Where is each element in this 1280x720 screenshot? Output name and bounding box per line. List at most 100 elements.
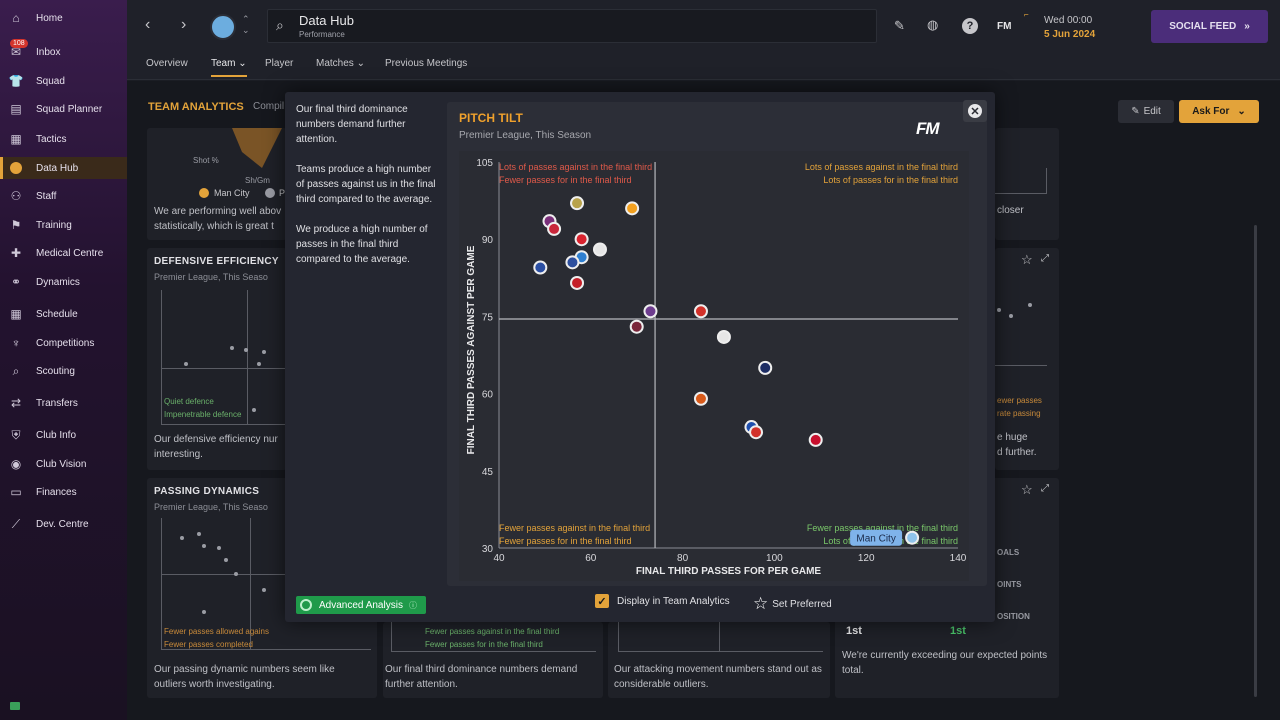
sidebar-item-label: Finances [36, 486, 77, 498]
set-preferred-label: Set Preferred [772, 598, 832, 610]
status-indicator-icon [10, 702, 20, 710]
quadrant-label: Fewer passes for in the final third [425, 640, 543, 649]
chart-subtitle: Premier League, This Season [459, 130, 592, 141]
card-text: Our final third dominance numbers demand… [385, 664, 578, 690]
club-vision-icon: ◉ [10, 457, 22, 471]
card-right-mid: ☆ ⤢ ewer passes rate passing e huge d fu… [995, 248, 1059, 470]
medical-icon: ✚ [10, 246, 22, 260]
mini-chart [618, 622, 823, 652]
card-text: Our attacking movement numbers stand out… [614, 664, 822, 690]
stat-label: OINTS [997, 580, 1022, 589]
card-right-top: closer [995, 128, 1059, 240]
sidebar-item-finances[interactable]: ▭ Finances [0, 481, 127, 503]
sidebar-item-transfers[interactable]: ⇄ Transfers [0, 392, 127, 414]
page-title: Data Hub [299, 13, 354, 28]
sidebar-item-label: Tactics [36, 133, 67, 145]
sidebar-item-competitions[interactable]: ♆ Competitions [0, 332, 127, 354]
fm-menu-icon[interactable]: FM [997, 21, 1012, 32]
legend-label: P [279, 188, 286, 198]
sidebar-item-dev-centre[interactable]: ⟋ Dev. Centre [0, 513, 127, 535]
sidebar-item-inbox[interactable]: ✉ 108 Inbox [0, 39, 127, 63]
star-icon: ☆ [753, 594, 769, 613]
description-paragraph: Teams produce a high number of passes ag… [296, 164, 436, 205]
sidebar-item-training[interactable]: ⚑ Training [0, 214, 127, 236]
tab-overview[interactable]: Overview [146, 58, 188, 69]
expand-icon[interactable]: ⌐ [1024, 10, 1029, 19]
tab-player[interactable]: Player [265, 58, 294, 69]
edit-button[interactable]: ✎ Edit [1118, 100, 1174, 123]
radar-shape [232, 128, 282, 168]
star-icon[interactable]: ☆ [1021, 252, 1033, 267]
card-text: closer [997, 205, 1024, 216]
tab-matches[interactable]: Matches ⌄ [316, 58, 365, 69]
card-text: Our passing dynamic numbers seem like ou… [154, 664, 335, 690]
sidebar-item-label: Training [36, 219, 72, 231]
sidebar-item-dynamics[interactable]: ⚭ Dynamics [0, 271, 127, 293]
sidebar-item-staff[interactable]: ⚇ Staff [0, 185, 127, 207]
info-icon: ⓘ [408, 600, 417, 610]
game-time: Wed 00:00 [1044, 15, 1093, 26]
card-title: PASSING DYNAMICS [154, 486, 260, 497]
quadrant-label: Fewer passes allowed agains [164, 627, 269, 636]
ask-for-button[interactable]: Ask For ⌄ [1179, 100, 1259, 123]
page-subtitle: Performance [299, 30, 345, 39]
training-icon: ⚑ [10, 218, 22, 232]
globe-icon[interactable]: ◍ [927, 17, 939, 32]
legend-dot [199, 188, 209, 198]
sidebar-item-label: Home [36, 12, 63, 24]
top-bar: ‹ › ⌃ ⌄ ⌕ Data Hub Performance ✎ ◍ ? FM ⌐… [127, 0, 1280, 52]
sidebar-item-tactics[interactable]: ▦ Tactics [0, 128, 127, 150]
expand-icon[interactable]: ⤢ [1041, 483, 1049, 494]
shield-icon: ⛨ [11, 427, 21, 442]
sidebar-item-squad-planner[interactable]: ▤ Squad Planner [0, 98, 127, 120]
sidebar-item-label: Dev. Centre [36, 518, 89, 530]
pencil-icon[interactable]: ✎ [894, 18, 905, 33]
sidebar-item-scouting[interactable]: ⌕ Scouting [0, 360, 127, 382]
card-text: e huge [997, 432, 1028, 443]
quadrant-label: rate passing [997, 409, 1041, 418]
sidebar-item-label: Squad [36, 75, 65, 87]
back-arrow-icon[interactable]: ‹ [145, 16, 151, 33]
sidebar-item-data-hub[interactable]: Data Hub [0, 157, 127, 179]
set-preferred-button[interactable]: ☆ Set Preferred [753, 594, 832, 614]
tab-team[interactable]: Team ⌄ [211, 58, 247, 77]
card-text: We're currently exceeding our expected p… [842, 650, 1048, 676]
sidebar-item-label: Competitions [36, 337, 95, 349]
breadcrumb-search[interactable]: ⌕ Data Hub Performance [267, 9, 877, 43]
social-feed-button[interactable]: SOCIAL FEED » [1151, 10, 1268, 43]
legend-label: Man City [214, 188, 250, 198]
club-crest[interactable] [210, 14, 236, 40]
stat-label: OALS [997, 548, 1020, 557]
legend-dot [265, 188, 275, 198]
sidebar: ⌂ Home ✉ 108 Inbox 👕 Squad ▤ Squad Planner ▦ Tacti… [0, 0, 127, 720]
sidebar-item-medical-centre[interactable]: ✚ Medical Centre [0, 242, 127, 264]
double-chevron-right-icon: » [1244, 21, 1250, 32]
sidebar-item-label: Inbox [36, 46, 61, 58]
description-paragraph: We produce a high number of passes in th… [296, 224, 428, 265]
stat-label: OSITION [997, 612, 1030, 621]
star-icon[interactable]: ☆ [1021, 482, 1033, 497]
expand-icon[interactable]: ⤢ [1041, 253, 1049, 264]
card-subtitle: Premier League, This Seaso [154, 272, 268, 282]
squad-planner-icon: ▤ [10, 102, 22, 116]
edit-label: Edit [1143, 106, 1161, 117]
chevron-updown-icon[interactable]: ⌃ ⌄ [242, 14, 250, 35]
forward-arrow-icon[interactable]: › [181, 16, 187, 33]
tab-previous-meetings[interactable]: Previous Meetings [385, 58, 468, 69]
sidebar-item-label: Scouting [36, 365, 75, 377]
help-icon[interactable]: ? [962, 18, 978, 34]
shgm-label: Sh/Gm [245, 176, 270, 185]
display-in-team-analytics-toggle[interactable]: ✓ Display in Team Analytics [595, 594, 730, 608]
sidebar-item-club-vision[interactable]: ◉ Club Vision [0, 453, 127, 475]
sidebar-item-squad[interactable]: 👕 Squad [0, 70, 127, 92]
close-button[interactable]: ✕ [963, 100, 987, 122]
sidebar-item-label: Staff [36, 190, 57, 202]
scrollbar[interactable] [1254, 225, 1257, 697]
advanced-analysis-button[interactable]: Advanced Analysis ⓘ [296, 596, 426, 614]
sidebar-item-home[interactable]: ⌂ Home [0, 7, 127, 29]
sidebar-item-club-info[interactable]: ⛨ Club Info [0, 424, 127, 446]
sidebar-item-schedule[interactable]: ▦ Schedule [0, 303, 127, 325]
circle-icon [300, 599, 312, 611]
search-icon: ⌕ [12, 363, 20, 378]
section-title: TEAM ANALYTICS [148, 101, 244, 113]
